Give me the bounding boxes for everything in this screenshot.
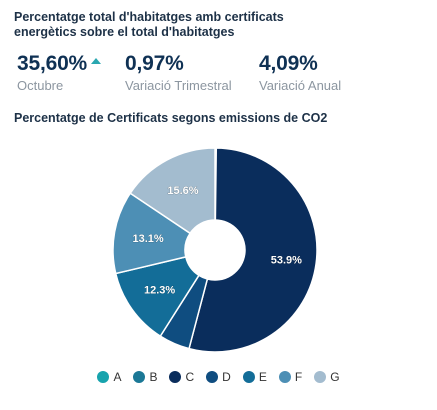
legend-swatch-e bbox=[242, 371, 255, 383]
kpi-annual-label: Variació Anual bbox=[259, 78, 342, 93]
legend-label-c: C bbox=[185, 370, 195, 384]
legend-item-g[interactable]: G bbox=[314, 370, 340, 384]
legend-item-a[interactable]: A bbox=[97, 370, 121, 384]
donut-slice-g[interactable] bbox=[129, 147, 216, 235]
donut-slice-c[interactable] bbox=[188, 147, 318, 353]
legend-swatch-c bbox=[169, 371, 182, 383]
slice-label-c: 53.9% bbox=[271, 255, 302, 267]
legend-item-f[interactable]: F bbox=[278, 370, 303, 384]
legend-item-b[interactable]: B bbox=[133, 370, 157, 384]
legend-swatch-f bbox=[278, 371, 291, 383]
kpi-annual: 4,09% Variació Anual bbox=[259, 52, 341, 93]
legend-swatch-g bbox=[314, 371, 327, 383]
kpi-annual-value: 4,09% bbox=[259, 52, 318, 75]
page-title: Percentatge total d'habitatges amb certi… bbox=[14, 10, 284, 39]
legend-label-a: A bbox=[113, 370, 122, 384]
kpi-current-label: Octubre bbox=[17, 78, 64, 93]
kpi-quarterly: 0,97% Variació Trimestral bbox=[125, 52, 232, 93]
chart-legend: A B C D E F G bbox=[0, 370, 437, 384]
slice-label-f: 13.1% bbox=[132, 233, 163, 245]
slice-label-g: 15.6% bbox=[167, 185, 198, 197]
legend-swatch-d bbox=[206, 371, 219, 383]
trend-up-icon bbox=[91, 58, 102, 64]
kpi-current-number: 35,60% bbox=[17, 52, 88, 75]
legend-label-f: F bbox=[294, 370, 303, 384]
legend-label-d: D bbox=[222, 370, 231, 384]
legend-item-d[interactable]: D bbox=[206, 370, 231, 384]
legend-label-e: E bbox=[258, 370, 267, 384]
kpi-quarterly-value: 0,97% bbox=[125, 52, 184, 75]
kpi-current-value: 35,60% bbox=[17, 52, 102, 76]
chart-title: Percentatge de Certificats segons emissi… bbox=[14, 111, 328, 125]
legend-swatch-a bbox=[97, 371, 110, 383]
donut-chart: 53.9% 12.3% 13.1% 15.6% bbox=[112, 147, 318, 353]
legend-label-b: B bbox=[149, 370, 158, 384]
kpi-row: 35,60% Octubre 0,97% Variació Trimestral… bbox=[0, 52, 437, 102]
legend-item-e[interactable]: E bbox=[242, 370, 267, 384]
legend-label-g: G bbox=[330, 370, 340, 384]
legend-item-c[interactable]: C bbox=[169, 370, 194, 384]
kpi-current: 35,60% Octubre bbox=[17, 52, 102, 93]
legend-swatch-b bbox=[133, 371, 146, 383]
slice-label-e: 12.3% bbox=[144, 284, 175, 296]
kpi-quarterly-label: Variació Trimestral bbox=[125, 78, 232, 93]
